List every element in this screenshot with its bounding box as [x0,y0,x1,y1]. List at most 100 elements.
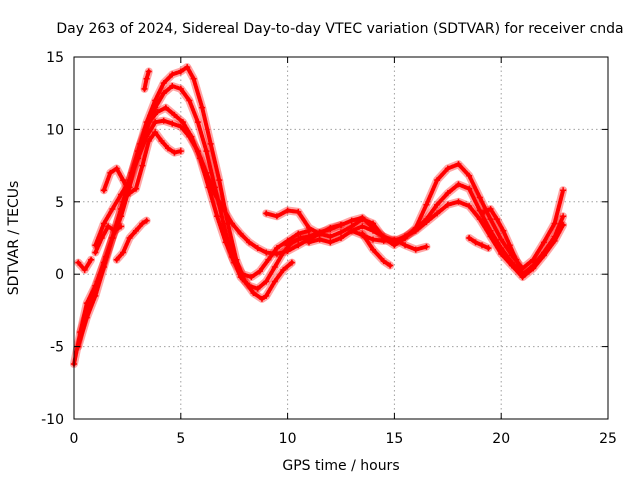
data-point [132,227,139,234]
series-track-9 [262,160,568,273]
data-point [250,290,257,297]
data-point [498,250,505,257]
series-track-15 [480,205,527,279]
data-point [220,206,227,213]
data-point [271,263,278,270]
data-point [111,227,118,234]
data-point [107,169,114,176]
data-point [248,274,255,281]
data-point [237,230,244,237]
data-point [152,129,159,136]
data-point [203,148,210,155]
x-tick-label: 0 [70,431,79,447]
data-point [444,201,451,208]
data-point [100,187,107,194]
data-point [273,245,280,252]
data-point [487,216,494,223]
data-point [145,137,152,144]
data-point [75,259,82,266]
data-point [113,165,120,172]
data-point [466,185,473,192]
data-point [560,213,567,220]
data-point [295,230,302,237]
data-point [126,235,133,241]
y-tick-label: -5 [50,340,64,356]
data-point [177,85,184,92]
data-point [305,233,312,240]
data-point [493,216,500,223]
data-point [203,169,210,176]
data-point [560,187,567,194]
x-tick-label: 10 [279,431,297,447]
data-point [506,242,513,249]
data-point [551,237,558,244]
data-point [263,278,270,285]
data-point [478,242,485,249]
data-point [139,162,146,169]
series-track-4 [91,116,345,258]
data-point [77,329,84,336]
data-point [380,237,387,244]
data-point [100,220,107,227]
data-point [316,236,323,243]
data-point [540,252,547,259]
data-point [132,185,139,192]
series-line [360,231,393,268]
data-point [284,207,291,214]
data-point [466,235,473,241]
data-point [295,236,302,243]
data-point [98,235,105,241]
data-point [164,145,171,152]
y-tick-label: -10 [41,412,64,428]
y-axis-label: SDTVAR / TECUs [6,181,22,296]
data-point [263,249,270,256]
data-point [160,117,167,124]
data-point [265,256,272,263]
data-point [105,223,112,230]
series-track-6 [91,222,125,257]
data-point [169,120,176,127]
data-point [214,213,221,220]
data-point [152,104,159,111]
data-point [316,229,323,236]
data-point [338,229,344,236]
data-point [143,133,150,140]
data-point [487,233,494,240]
data-point [387,262,394,269]
data-point [169,82,176,89]
data-point [177,68,184,75]
x-tick-label: 15 [385,431,403,447]
data-point [273,250,280,257]
data-point [88,256,95,263]
data-point [145,119,152,126]
data-point [530,265,537,272]
data-point [423,219,430,226]
data-point [85,303,92,310]
data-point [284,248,291,255]
data-point [476,216,483,223]
data-point [391,236,398,243]
data-point [216,177,223,184]
data-point [186,97,193,104]
data-point [370,227,377,234]
data-point [171,111,178,118]
data-point [81,266,88,273]
data-point [145,68,152,75]
data-point [273,213,280,220]
data-point [103,253,110,260]
data-point [288,259,295,266]
data-point [141,85,148,92]
data-point [551,220,558,227]
chart-title: Day 263 of 2024, Sidereal Day-to-day VTE… [56,21,623,37]
data-point [229,220,236,227]
data-point [158,137,165,144]
data-point [530,256,537,263]
data-point [466,172,473,179]
series-track-7 [112,216,151,264]
data-point [402,242,409,249]
data-point [359,223,366,230]
data-point [412,246,419,253]
series-track-5 [99,128,185,198]
data-point [263,292,270,299]
data-point [434,210,441,217]
